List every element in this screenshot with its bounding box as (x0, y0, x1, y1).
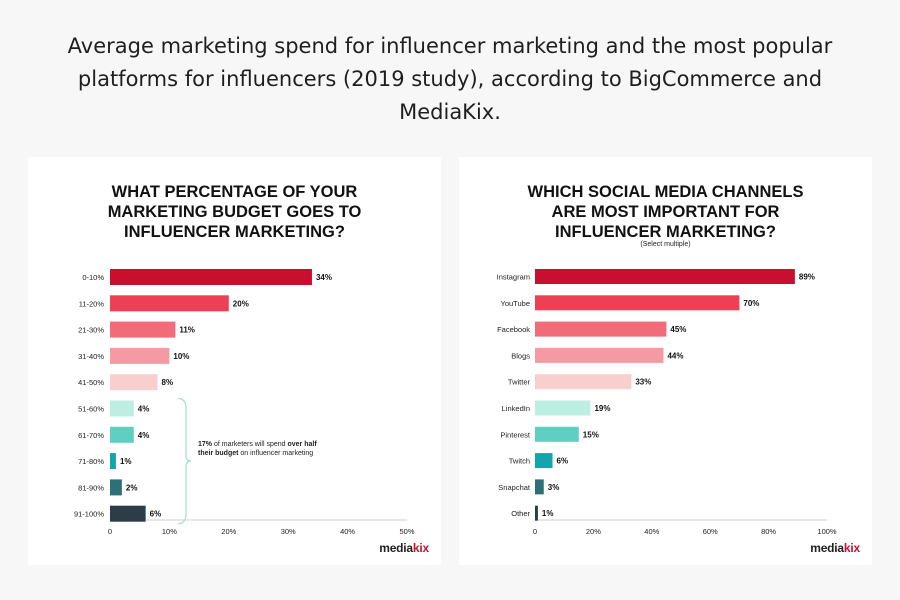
x-tick-label: 60% (703, 527, 718, 536)
channels-chart-card: WHICH SOCIAL MEDIA CHANNELS ARE MOST IMP… (459, 157, 872, 565)
x-tick-label: 10% (162, 527, 177, 536)
value-label: 11% (179, 326, 195, 335)
value-label: 4% (138, 431, 150, 440)
category-label: 91-100% (74, 510, 104, 519)
bar (535, 295, 740, 311)
value-label: 3% (548, 483, 560, 492)
budget-title-line-3: INFLUENCER MARKETING? (124, 223, 345, 241)
category-label: Pinterest (500, 430, 531, 439)
annotation-mid: of marketers will spend (212, 441, 288, 448)
budget-chart-card: WHAT PERCENTAGE OF YOUR MARKETING BUDGET… (28, 157, 441, 565)
category-label: 41-50% (78, 378, 104, 387)
category-label: 81-90% (78, 483, 104, 492)
budget-annotation: 17% of marketers will spend over half th… (198, 440, 323, 458)
annotation-bracket (177, 397, 192, 525)
category-label: Other (511, 509, 530, 518)
category-label: LinkedIn (502, 404, 530, 413)
category-label: 51-60% (78, 405, 104, 414)
annotation-bold-end: over half their budget (198, 441, 317, 457)
value-label: 19% (594, 404, 610, 413)
value-label: 4% (138, 405, 150, 414)
x-tick-label: 0 (533, 527, 537, 536)
bar (535, 374, 632, 390)
value-label: 20% (233, 299, 249, 308)
x-tick-label: 80% (761, 527, 776, 536)
bar (535, 426, 579, 442)
category-label: 71-80% (78, 457, 104, 466)
value-label: 45% (670, 325, 686, 334)
x-tick-label: 20% (221, 527, 236, 536)
x-tick-label: 40% (644, 527, 659, 536)
category-label: Snapchat (498, 483, 531, 492)
channels-bar-chart: Instagram 89% YouTube 70% Facebook 45% Blogs 44… (497, 269, 837, 536)
value-label: 1% (542, 509, 554, 518)
bar (110, 295, 229, 312)
category-label: YouTube (501, 299, 530, 308)
budget-chart-title: WHAT PERCENTAGE OF YOUR MARKETING BUDGET… (38, 182, 431, 242)
annotation-bold-start: 17% (198, 441, 213, 448)
value-label: 1% (120, 457, 132, 466)
category-label: 61-70% (78, 431, 104, 440)
channels-title-line-3: INFLUENCER MARKETING? (555, 223, 776, 241)
category-label: Twitch (509, 457, 530, 466)
x-tick-label: 50% (399, 527, 414, 536)
bar (535, 505, 538, 521)
value-label: 44% (667, 351, 683, 360)
bar (535, 400, 591, 416)
category-label: 31-40% (78, 352, 104, 361)
bar (535, 269, 795, 284)
category-label: 0-10% (82, 273, 104, 282)
value-label: 10% (173, 352, 189, 361)
bar (110, 374, 158, 391)
channels-title-line-1: WHICH SOCIAL MEDIA CHANNELS (527, 183, 804, 201)
x-tick-label: 100% (817, 527, 837, 536)
bar (110, 347, 170, 364)
category-label: Blogs (511, 351, 530, 360)
bar (110, 400, 134, 417)
value-label: 8% (162, 378, 174, 387)
budget-bar-chart: 0-10% 34% 11-20% 20% 21-30% 11% 31-40% 10% 41-50… (74, 269, 415, 536)
x-tick-label: 30% (281, 527, 296, 536)
bar (110, 426, 134, 443)
value-label: 89% (799, 273, 815, 282)
value-label: 33% (635, 378, 651, 387)
value-label: 6% (557, 457, 569, 466)
annotation-end: on influencer marketing (238, 450, 314, 457)
category-label: Twitter (508, 378, 531, 387)
category-label: 11-20% (79, 299, 105, 308)
budget-title-line-2: MARKETING BUDGET GOES TO (107, 203, 362, 221)
bar (535, 321, 667, 337)
value-label: 70% (743, 299, 759, 308)
value-label: 34% (316, 273, 332, 282)
mediakix-logo: mediakix (810, 541, 860, 555)
bar (110, 453, 116, 470)
budget-title-line-1: WHAT PERCENTAGE OF YOUR (111, 183, 358, 201)
page-headline: Average marketing spend for influencer m… (67, 34, 833, 124)
channels-title-line-2: ARE MOST IMPORTANT FOR (551, 203, 780, 221)
channels-chart-title: WHICH SOCIAL MEDIA CHANNELS ARE MOST IMP… (469, 182, 862, 242)
bar (110, 479, 122, 496)
category-label: Instagram (497, 273, 530, 282)
value-label: 6% (150, 510, 162, 519)
category-label: Facebook (497, 325, 530, 334)
bar (110, 505, 146, 522)
x-tick-label: 20% (586, 527, 601, 536)
category-label: 21-30% (78, 326, 104, 335)
bar (110, 321, 176, 338)
bar (535, 347, 664, 363)
bar (535, 479, 544, 495)
value-label: 15% (583, 430, 599, 439)
bar (110, 269, 312, 285)
x-tick-label: 40% (340, 527, 355, 536)
x-tick-label: 0 (108, 527, 112, 536)
mediakix-logo: mediakix (379, 541, 429, 555)
value-label: 2% (126, 483, 138, 492)
bar (535, 453, 553, 469)
channels-chart-subtitle: (Select multiple) (640, 241, 691, 248)
